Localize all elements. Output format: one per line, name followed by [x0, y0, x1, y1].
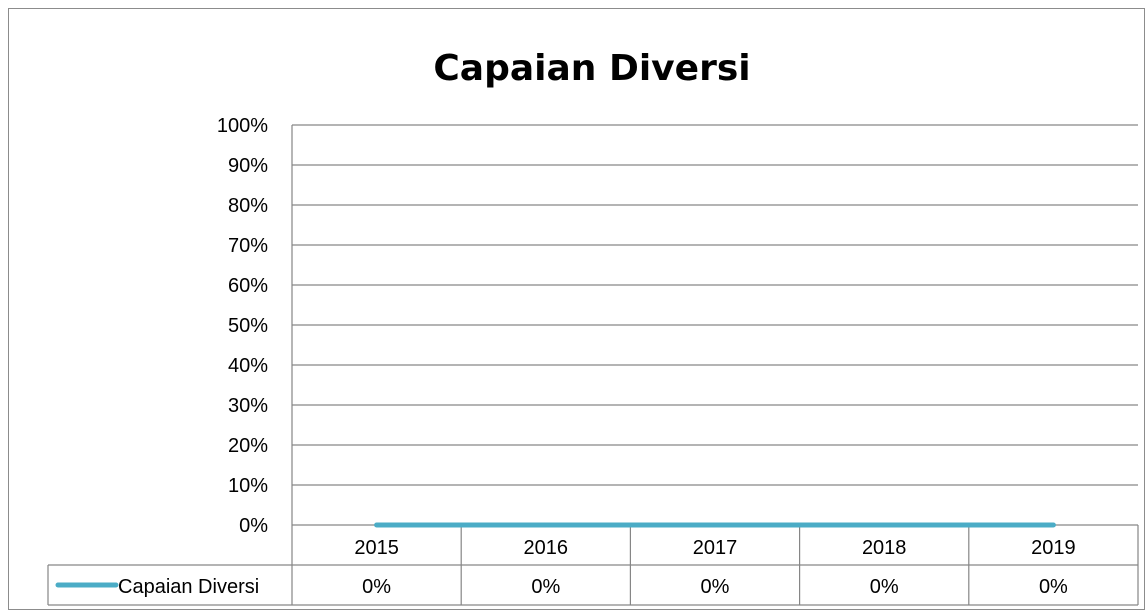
y-tick-label: 80% — [228, 195, 268, 217]
y-tick-label: 40% — [228, 355, 268, 377]
data-table-value: 0% — [870, 576, 899, 598]
y-tick-label: 20% — [228, 435, 268, 457]
gridlines — [291, 124, 1138, 526]
y-tick-label: 70% — [228, 235, 268, 257]
y-axis-ticks: 0% 10% 20% 30% 40% 50% 60% 70% 80% 90% 100% — [217, 115, 268, 537]
y-tick-label: 60% — [228, 275, 268, 297]
x-category-label: 2015 — [354, 537, 399, 559]
x-category-label: 2016 — [524, 537, 569, 559]
legend-series-name: Capaian Diversi — [118, 576, 259, 598]
x-category-label: 2018 — [862, 537, 907, 559]
chart-title: Capaian Diversi — [433, 48, 750, 89]
y-tick-label: 90% — [228, 155, 268, 177]
chart-frame — [8, 8, 1145, 610]
y-tick-label: 0% — [239, 515, 268, 537]
data-table: 2015 2016 2017 2018 2019 Capaian Diversi 0% 0% 0… — [47, 525, 1139, 606]
data-table-value: 0% — [531, 576, 560, 598]
y-tick-label: 50% — [228, 315, 268, 337]
y-tick-label: 30% — [228, 395, 268, 417]
y-tick-label: 10% — [228, 475, 268, 497]
data-table-value: 0% — [701, 576, 730, 598]
y-tick-label: 100% — [217, 115, 268, 137]
x-category-label: 2017 — [693, 537, 738, 559]
x-category-label: 2019 — [1031, 537, 1076, 559]
data-table-value: 0% — [1039, 576, 1068, 598]
data-table-value: 0% — [362, 576, 391, 598]
